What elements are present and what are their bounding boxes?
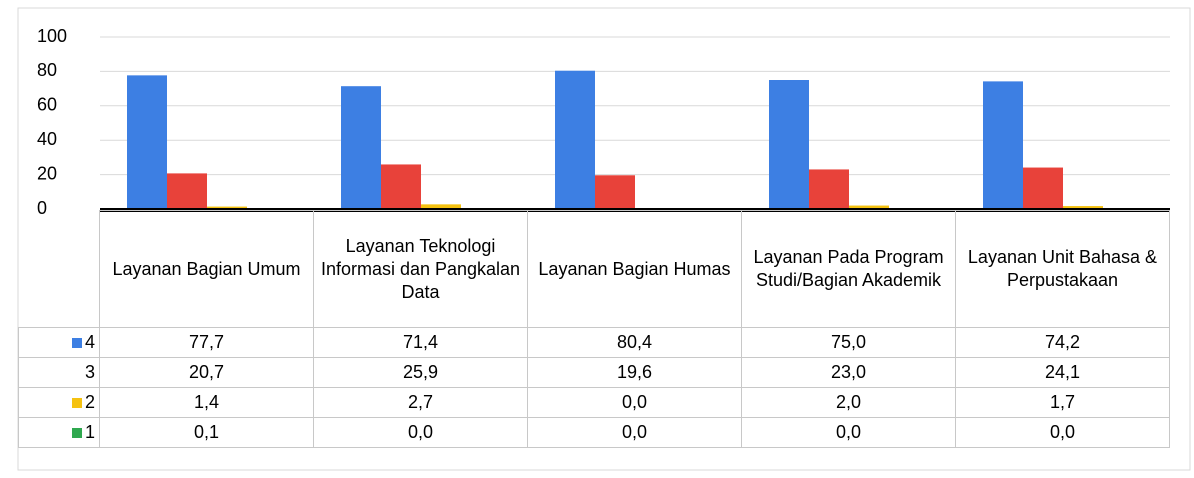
bar: [1063, 206, 1103, 209]
legend-entry: 3: [18, 357, 100, 388]
bar: [595, 175, 635, 209]
bar: [983, 81, 1023, 209]
bar: [555, 70, 595, 209]
value-cell: 24,1: [955, 357, 1170, 388]
legend-entry: 4: [18, 327, 100, 358]
legend-key: [71, 338, 82, 348]
value-cell: 1,4: [99, 387, 314, 418]
y-tick-label: 100: [37, 26, 67, 46]
value-cell: 25,9: [313, 357, 528, 388]
y-tick-label: 0: [37, 198, 47, 218]
legend-entry: 2: [18, 387, 100, 418]
category-label: Layanan Bagian Humas: [527, 210, 742, 328]
category-label: Layanan Teknologi Informasi dan Pangkala…: [313, 210, 528, 328]
bar: [849, 205, 889, 209]
y-tick-label: 80: [37, 60, 57, 80]
legend-key: [71, 428, 82, 438]
y-tick-label: 20: [37, 163, 57, 183]
bar: [341, 86, 381, 209]
value-cell: 23,0: [741, 357, 956, 388]
value-cell: 2,7: [313, 387, 528, 418]
value-cell: 19,6: [527, 357, 742, 388]
value-cell: 0,0: [527, 417, 742, 448]
data-table: Layanan Bagian Umum Layanan Teknologi Inf…: [18, 210, 1170, 448]
value-cell: 0,0: [527, 387, 742, 418]
bar: [809, 169, 849, 209]
value-cell: 0,0: [741, 417, 956, 448]
legend-label: 3: [84, 362, 95, 382]
category-label: Layanan Bagian Umum: [99, 210, 314, 328]
category-label: Layanan Unit Bahasa & Perpustakaan: [955, 210, 1170, 328]
bar: [421, 204, 461, 209]
series-row: 1 0,1 0,0 0,0 0,0 0,0: [18, 417, 1170, 448]
header-row: Layanan Bagian Umum Layanan Teknologi Inf…: [18, 210, 1170, 328]
legend-label: 2: [84, 392, 95, 412]
y-tick-label: 60: [37, 95, 57, 115]
legend-label: 4: [84, 332, 95, 352]
value-cell: 2,0: [741, 387, 956, 418]
bar: [769, 80, 809, 209]
legend-entry: 1: [18, 417, 100, 448]
series-row: 3 20,7 25,9 19,6 23,0 24,1: [18, 357, 1170, 388]
bar: [381, 164, 421, 209]
bar: [127, 75, 167, 209]
series-row: 4 77,7 71,4 80,4 75,0 74,2: [18, 327, 1170, 358]
value-cell: 20,7: [99, 357, 314, 388]
y-tick-label: 40: [37, 129, 57, 149]
bar: [167, 173, 207, 209]
value-cell: 1,7: [955, 387, 1170, 418]
legend-key: [71, 398, 82, 408]
value-cell: 75,0: [741, 327, 956, 358]
legend-label: 1: [84, 422, 95, 442]
bar: [1023, 167, 1063, 209]
value-cell: 80,4: [527, 327, 742, 358]
category-label: Layanan Pada Program Studi/Bagian Akadem…: [741, 210, 956, 328]
series-row: 2 1,4 2,7 0,0 2,0 1,7: [18, 387, 1170, 418]
value-cell: 0,0: [313, 417, 528, 448]
value-cell: 0,0: [955, 417, 1170, 448]
value-cell: 74,2: [955, 327, 1170, 358]
value-cell: 0,1: [99, 417, 314, 448]
value-cell: 77,7: [99, 327, 314, 358]
corner-cell: [18, 210, 100, 328]
bar: [207, 206, 247, 209]
value-cell: 71,4: [313, 327, 528, 358]
chart-frame: [17, 7, 1191, 471]
